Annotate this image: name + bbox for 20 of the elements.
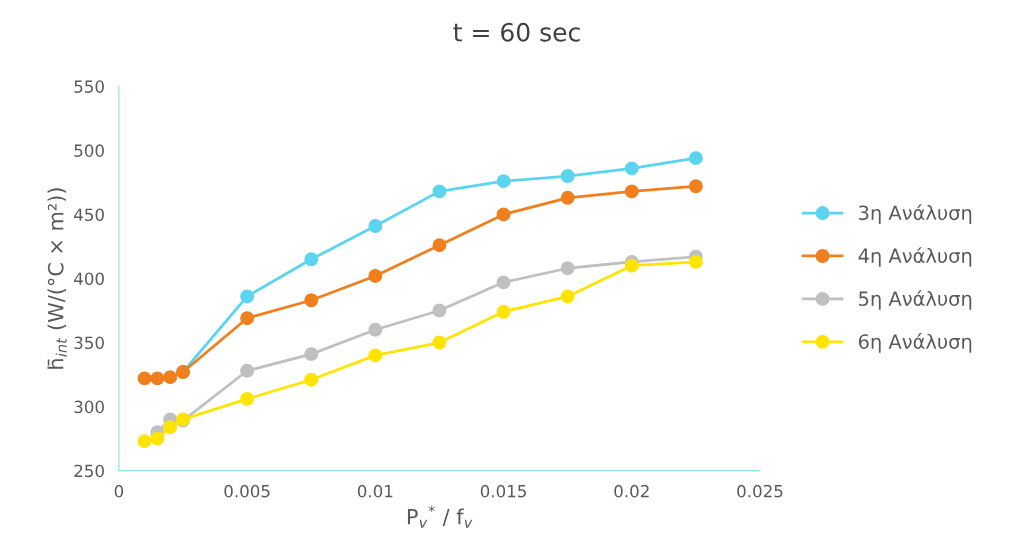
y-tick-label: 300 bbox=[74, 400, 104, 414]
legend-label: 4η Ανάλυση bbox=[858, 247, 972, 267]
x-tick-label: 0.005 bbox=[224, 484, 270, 498]
y-tick-label: 550 bbox=[74, 80, 104, 93]
chart-title: t = 60 sec bbox=[453, 22, 580, 42]
x-tick-label: 0 bbox=[114, 484, 124, 498]
legend-label: 5η Ανάλυση bbox=[859, 290, 972, 310]
x-tick-label: 0.025 bbox=[737, 484, 783, 498]
y-axis-title: h̄$_{int}$ (W/(°C × m²)) bbox=[47, 188, 67, 369]
legend-label: 3η Ανάλυση bbox=[859, 204, 972, 224]
x-axis-title: P$_{v}$$^{*}$ / f$_{v}$ bbox=[407, 505, 473, 528]
y-tick-label: 450 bbox=[74, 208, 104, 222]
y-tick-label: 350 bbox=[74, 336, 104, 350]
x-tick-label: 0.01 bbox=[357, 484, 393, 498]
legend-label: 6η Ανάλυση bbox=[858, 333, 972, 353]
y-tick-label: 500 bbox=[74, 144, 104, 157]
x-tick-label: 0.015 bbox=[480, 484, 526, 498]
y-tick-label: 400 bbox=[74, 272, 104, 286]
x-tick-label: 0.02 bbox=[614, 484, 649, 498]
y-tick-label: 250 bbox=[74, 464, 104, 478]
